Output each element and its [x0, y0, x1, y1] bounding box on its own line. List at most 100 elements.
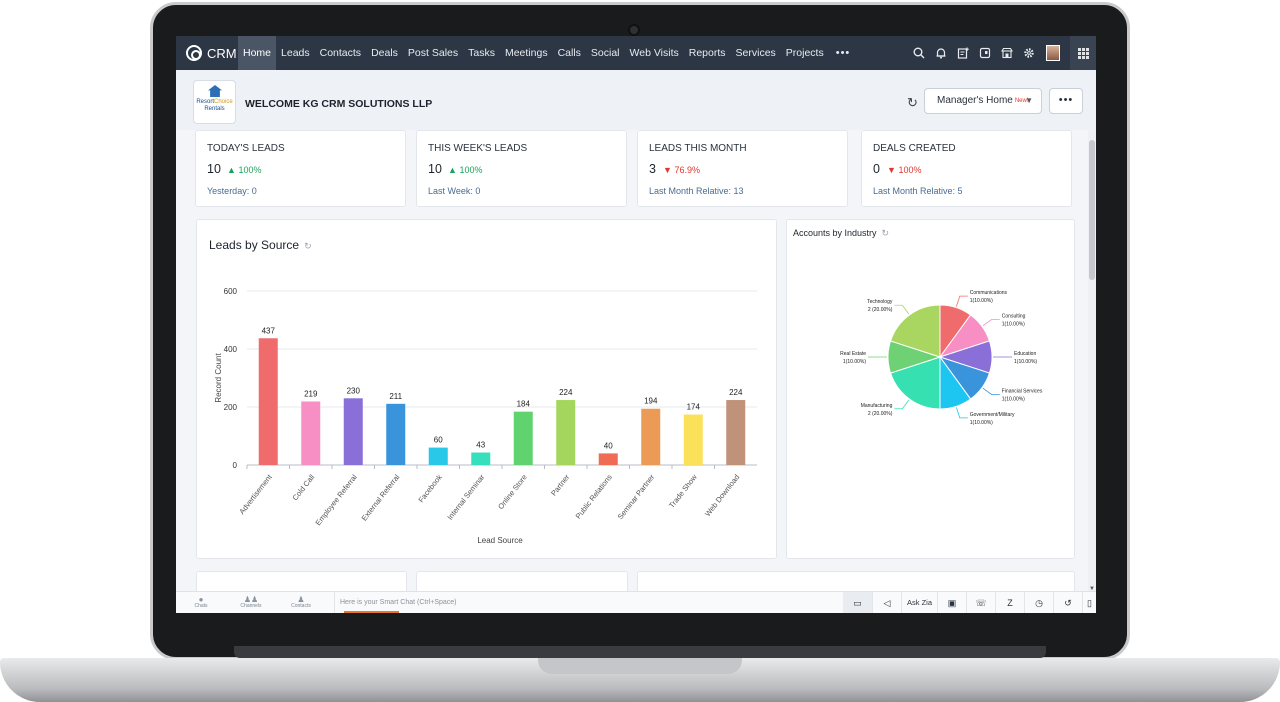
apps-grid-icon[interactable] [1070, 36, 1096, 70]
nav-more-button[interactable]: ••• [835, 47, 851, 59]
page-scrollbar[interactable]: ▼ [1088, 130, 1096, 592]
crm-screen: CRM Home Leads Contacts Deals Post Sales… [176, 36, 1096, 613]
pie-slice-label: Communications [970, 290, 1008, 296]
bar [513, 411, 533, 465]
pie-leader-line [982, 387, 1000, 396]
nav-tab-meetings[interactable]: Meetings [504, 47, 548, 59]
laptop-base-notch [538, 658, 742, 674]
pie-slice-value: 2 (20.00%) [868, 411, 893, 417]
crm-logo[interactable]: CRM [176, 45, 238, 61]
pie-leader-line [982, 318, 1000, 327]
kpi-comparison: Last Week: 0 [428, 186, 481, 196]
kpi-todays-leads[interactable]: TODAY'S LEADS 10 ▲ 100% Yesterday: 0 [195, 130, 406, 207]
pie-slice [889, 356, 941, 410]
kpi-change: ▼ 76.9% [663, 165, 700, 175]
bar-value-label: 219 [304, 389, 318, 398]
nav-tab-social[interactable]: Social [590, 47, 620, 59]
header-more-button[interactable]: ••• [1049, 88, 1083, 114]
nav-tab-contacts[interactable]: Contacts [319, 47, 362, 59]
bottom-bar: ● Chats ♟♟ Channels ♟ Contacts Here is your… [176, 591, 1096, 613]
chats-tab-label: Chats [194, 602, 208, 609]
search-icon[interactable] [908, 36, 930, 70]
x-tick-label: Internal Seminar [445, 472, 486, 521]
kpi-title: LEADS THIS MONTH [649, 143, 747, 154]
contacts-tab[interactable]: ♟ Contacts [276, 594, 326, 609]
bar-value-label: 184 [517, 400, 531, 409]
channels-tab[interactable]: ♟♟ Channels [226, 595, 276, 609]
nav-tab-tasks[interactable]: Tasks [468, 47, 495, 59]
kpi-value: 3 [649, 162, 656, 176]
person-icon: ♟ [297, 594, 305, 604]
kpi-change: ▲ 100% [227, 165, 261, 175]
kpi-comparison: Last Month Relative: 13 [649, 186, 744, 196]
refresh-icon[interactable]: ↻ [881, 228, 890, 238]
scroll-down-arrow[interactable]: ▼ [1089, 586, 1095, 592]
kpi-comparison: Yesterday: 0 [207, 186, 257, 196]
bottom-tools: ▭ ◁ Ask Zia ▣ ☏ Z ◷ ↺ ▯ [843, 592, 1096, 613]
smart-chat-input[interactable]: Here is your Smart Chat (Ctrl+Space) [334, 591, 854, 613]
top-nav: CRM Home Leads Contacts Deals Post Sales… [176, 36, 1096, 70]
x-tick-label: Advertisement [237, 472, 274, 516]
pie-slice-label: Real Estate [840, 351, 866, 357]
pie-slice-label: Education [1014, 351, 1036, 357]
notes-icon[interactable]: ▣ [937, 592, 966, 613]
pie-slice-value: 1(10.00%) [1014, 359, 1037, 365]
avatar[interactable] [1046, 45, 1060, 61]
x-tick-label: Facebook [416, 472, 444, 504]
chats-tab[interactable]: ● Chats [176, 595, 226, 609]
kpi-value: 10 [428, 162, 442, 176]
channels-tab-label: Channels [240, 602, 262, 609]
bar-value-label: 60 [434, 436, 443, 445]
nav-tab-deals[interactable]: Deals [371, 47, 398, 59]
calendar-plus-icon[interactable] [952, 36, 974, 70]
zia-icon[interactable]: Z [995, 592, 1024, 613]
company-logo: ResortChoice Rentals [193, 80, 236, 124]
kpi-this-weeks-leads[interactable]: THIS WEEK'S LEADS 10 ▲ 100% Last Week: 0 [416, 130, 627, 207]
refresh-icon[interactable]: ↻ [304, 241, 312, 251]
nav-tab-home[interactable]: Home [238, 36, 277, 70]
nav-tab-web-visits[interactable]: Web Visits [629, 47, 679, 59]
kpi-deals-created[interactable]: DEALS CREATED 0 ▼ 100% Last Month Relati… [861, 130, 1072, 207]
company-logo-line3: Rentals [204, 106, 225, 112]
pie-slice-value: 1(10.00%) [1002, 321, 1025, 327]
company-logo-line1: Resort [196, 99, 214, 105]
x-tick-label: Trade Show [667, 472, 699, 510]
trash-icon[interactable]: ▯ [1082, 592, 1096, 613]
nav-tab-post-sales[interactable]: Post Sales [407, 47, 459, 59]
scrollbar-thumb[interactable] [1089, 140, 1095, 280]
phone-icon[interactable]: ☏ [966, 592, 995, 613]
nav-tab-services[interactable]: Services [735, 47, 776, 59]
bar-value-label: 211 [389, 392, 402, 401]
ask-zia-button[interactable]: Ask Zia [901, 592, 937, 613]
alarm-clock-icon[interactable]: ◷ [1024, 592, 1053, 613]
store-icon[interactable] [996, 36, 1018, 70]
leads-by-source-chart: 0 200 400 600 437 Advertisement 219 Cold Call 23… [214, 287, 757, 545]
bar [726, 400, 746, 465]
home-view-select[interactable]: Manager's Home New! ▼ [924, 88, 1042, 114]
bell-icon[interactable] [930, 36, 952, 70]
pie-leader-line [894, 399, 910, 410]
kpi-comparison: Last Month Relative: 5 [873, 186, 963, 196]
history-icon[interactable]: ↺ [1053, 592, 1082, 613]
tablet-icon[interactable] [974, 36, 996, 70]
triangle-down-icon: ▼ [663, 165, 672, 175]
triangle-up-icon: ▲ [448, 165, 457, 175]
nav-tab-leads[interactable]: Leads [281, 47, 310, 59]
bar-value-label: 174 [687, 403, 701, 412]
pie-leader-line [955, 295, 968, 307]
bar-value-label: 40 [604, 441, 613, 450]
chat-monitor-icon[interactable]: ▭ [843, 592, 872, 613]
kpi-title: TODAY'S LEADS [207, 143, 285, 154]
nav-tab-projects[interactable]: Projects [785, 47, 824, 59]
nav-tab-reports[interactable]: Reports [688, 47, 726, 59]
kpi-leads-this-month[interactable]: LEADS THIS MONTH 3 ▼ 76.9% Last Month Re… [637, 130, 848, 207]
x-tick-label: Cold Call [290, 472, 316, 502]
refresh-icon[interactable]: ↻ [907, 95, 918, 110]
bar-value-label: 194 [644, 397, 658, 406]
gear-icon[interactable] [1018, 36, 1040, 70]
bar [301, 401, 321, 465]
nav-tab-calls[interactable]: Calls [557, 47, 581, 59]
x-tick-label: External Referral [360, 472, 402, 522]
megaphone-icon[interactable]: ◁ [872, 592, 901, 613]
x-tick-label: Partner [549, 472, 572, 497]
